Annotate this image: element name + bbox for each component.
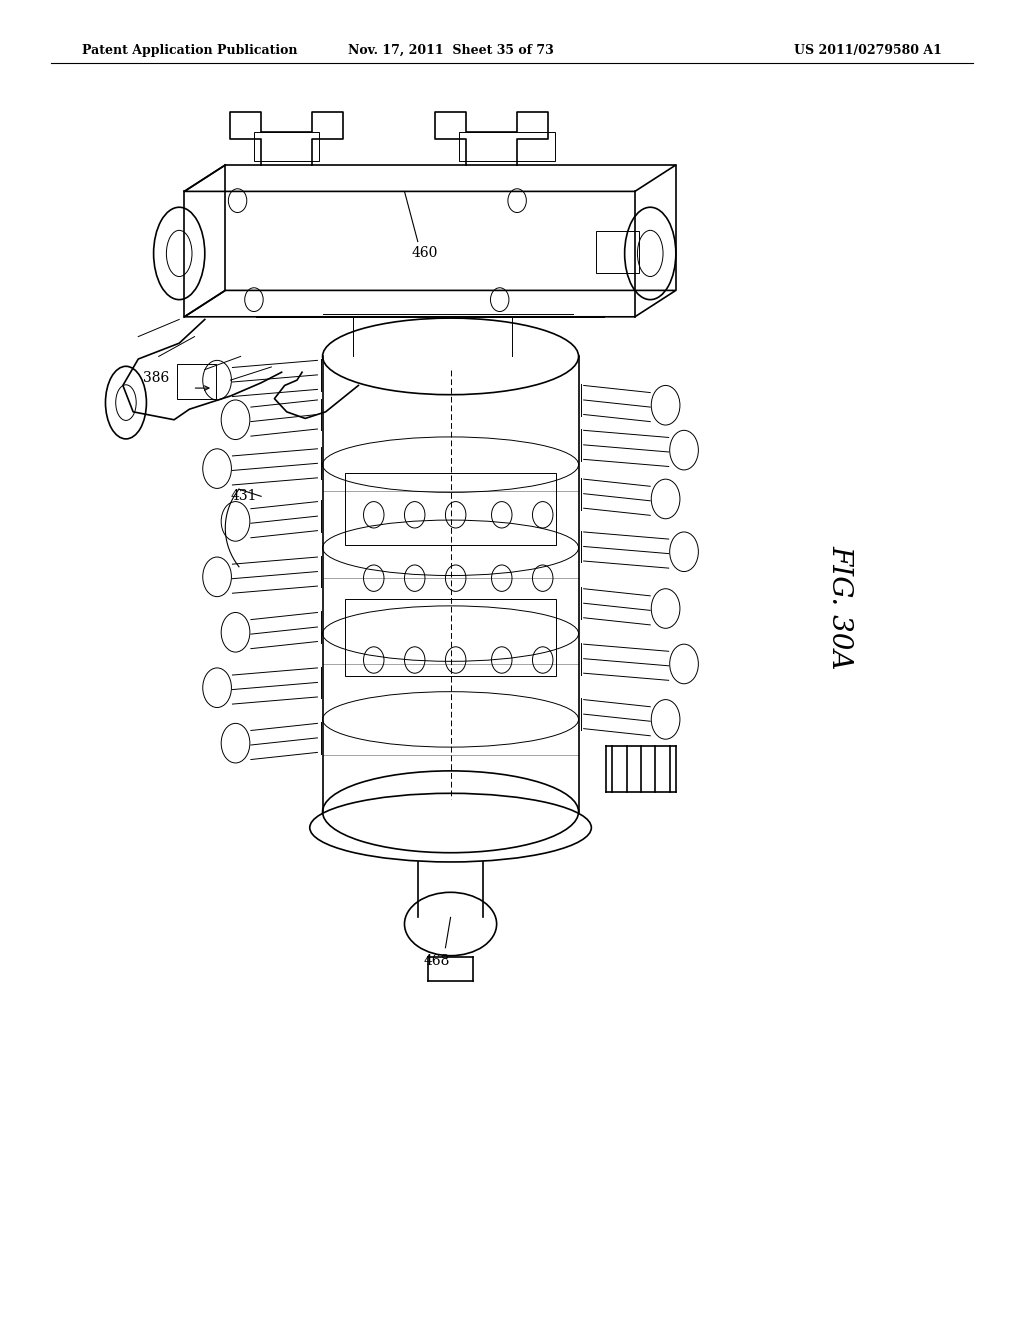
Text: 431: 431: [230, 490, 257, 503]
Bar: [596, 231, 639, 273]
Bar: [345, 473, 556, 545]
Text: 460: 460: [412, 247, 438, 260]
Text: FIG. 30A: FIG. 30A: [826, 545, 853, 669]
Text: 468: 468: [424, 954, 451, 968]
Text: Nov. 17, 2011  Sheet 35 of 73: Nov. 17, 2011 Sheet 35 of 73: [348, 44, 553, 57]
Text: Patent Application Publication: Patent Application Publication: [82, 44, 297, 57]
Bar: [177, 364, 216, 399]
Text: US 2011/0279580 A1: US 2011/0279580 A1: [795, 44, 942, 57]
Text: 386: 386: [142, 371, 169, 384]
Bar: [345, 599, 556, 676]
